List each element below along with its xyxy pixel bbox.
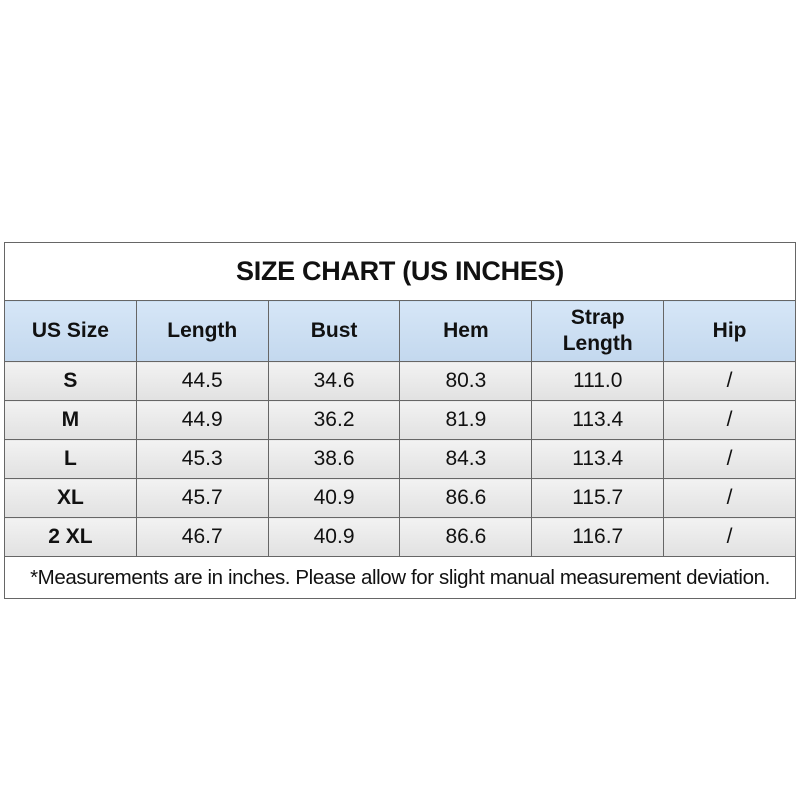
value-cell: / — [663, 517, 796, 557]
value-cell: 45.7 — [135, 478, 269, 518]
value-cell: 84.3 — [399, 439, 533, 479]
header-text: Hem — [443, 319, 489, 342]
value-cell: 46.7 — [135, 517, 269, 557]
value-cell: 36.2 — [267, 400, 401, 440]
note-row: *Measurements are in inches. Please allo… — [4, 556, 796, 599]
size-table: SIZE CHART (US INCHES) US Size Length Bust… — [4, 242, 796, 599]
table-title: SIZE CHART (US INCHES) — [4, 242, 796, 301]
size-cell: L — [4, 439, 137, 479]
value-cell: 111.0 — [531, 361, 665, 401]
header-text: Length — [167, 319, 238, 342]
data-row: L 45.3 38.6 84.3 113.4/ — [4, 439, 796, 479]
header-cell: Hem — [399, 300, 533, 362]
size-cell: XL — [4, 478, 137, 518]
data-row: 2 XL 46.7 40.9 86.6 116.7/ — [4, 517, 796, 557]
value-cell: 81.9 — [399, 400, 533, 440]
header-text: Strap Length — [562, 306, 633, 355]
value-cell: 40.9 — [267, 478, 401, 518]
value-cell: 86.6 — [399, 478, 533, 518]
data-row: S 44.5 34.6 80.3 111.0/ — [4, 361, 796, 401]
value-cell: 40.9 — [267, 517, 401, 557]
size-cell: 2 XL — [4, 517, 137, 557]
value-cell: 44.9 — [135, 400, 269, 440]
value-cell: 86.6 — [399, 517, 533, 557]
value-cell: 38.6 — [267, 439, 401, 479]
value-cell: 113.4 — [531, 400, 665, 440]
value-cell: / — [663, 361, 796, 401]
value-cell: 34.6 — [267, 361, 401, 401]
header-text: Hip — [712, 319, 747, 342]
data-row: M 44.9 36.2 81.9 113.4/ — [4, 400, 796, 440]
value-cell: / — [663, 478, 796, 518]
value-cell: 116.7 — [531, 517, 665, 557]
value-cell: 115.7 — [531, 478, 665, 518]
value-cell: / — [663, 400, 796, 440]
header-cell: Length — [135, 300, 269, 362]
size-chart: SIZE CHART (US INCHES) US Size Length Bust… — [4, 242, 796, 599]
header-text: Bust — [310, 319, 358, 342]
value-cell: 45.3 — [135, 439, 269, 479]
value-cell: / — [663, 439, 796, 479]
note: *Measurements are in inches. Please allo… — [4, 556, 796, 599]
header-row: US Size Length Bust Hem Strap Length Hip — [4, 300, 796, 362]
value-cell: 80.3 — [399, 361, 533, 401]
header-cell: US Size — [4, 300, 137, 362]
header-text: US Size — [31, 319, 109, 342]
header-cell: Hip — [663, 300, 796, 362]
header-cell: Strap Length — [531, 300, 665, 362]
value-cell: 44.5 — [135, 361, 269, 401]
size-cell: M — [4, 400, 137, 440]
data-row: XL 45.7 40.9 86.6 115.7/ — [4, 478, 796, 518]
value-cell: 113.4 — [531, 439, 665, 479]
header-cell: Bust — [267, 300, 401, 362]
size-cell: S — [4, 361, 137, 401]
